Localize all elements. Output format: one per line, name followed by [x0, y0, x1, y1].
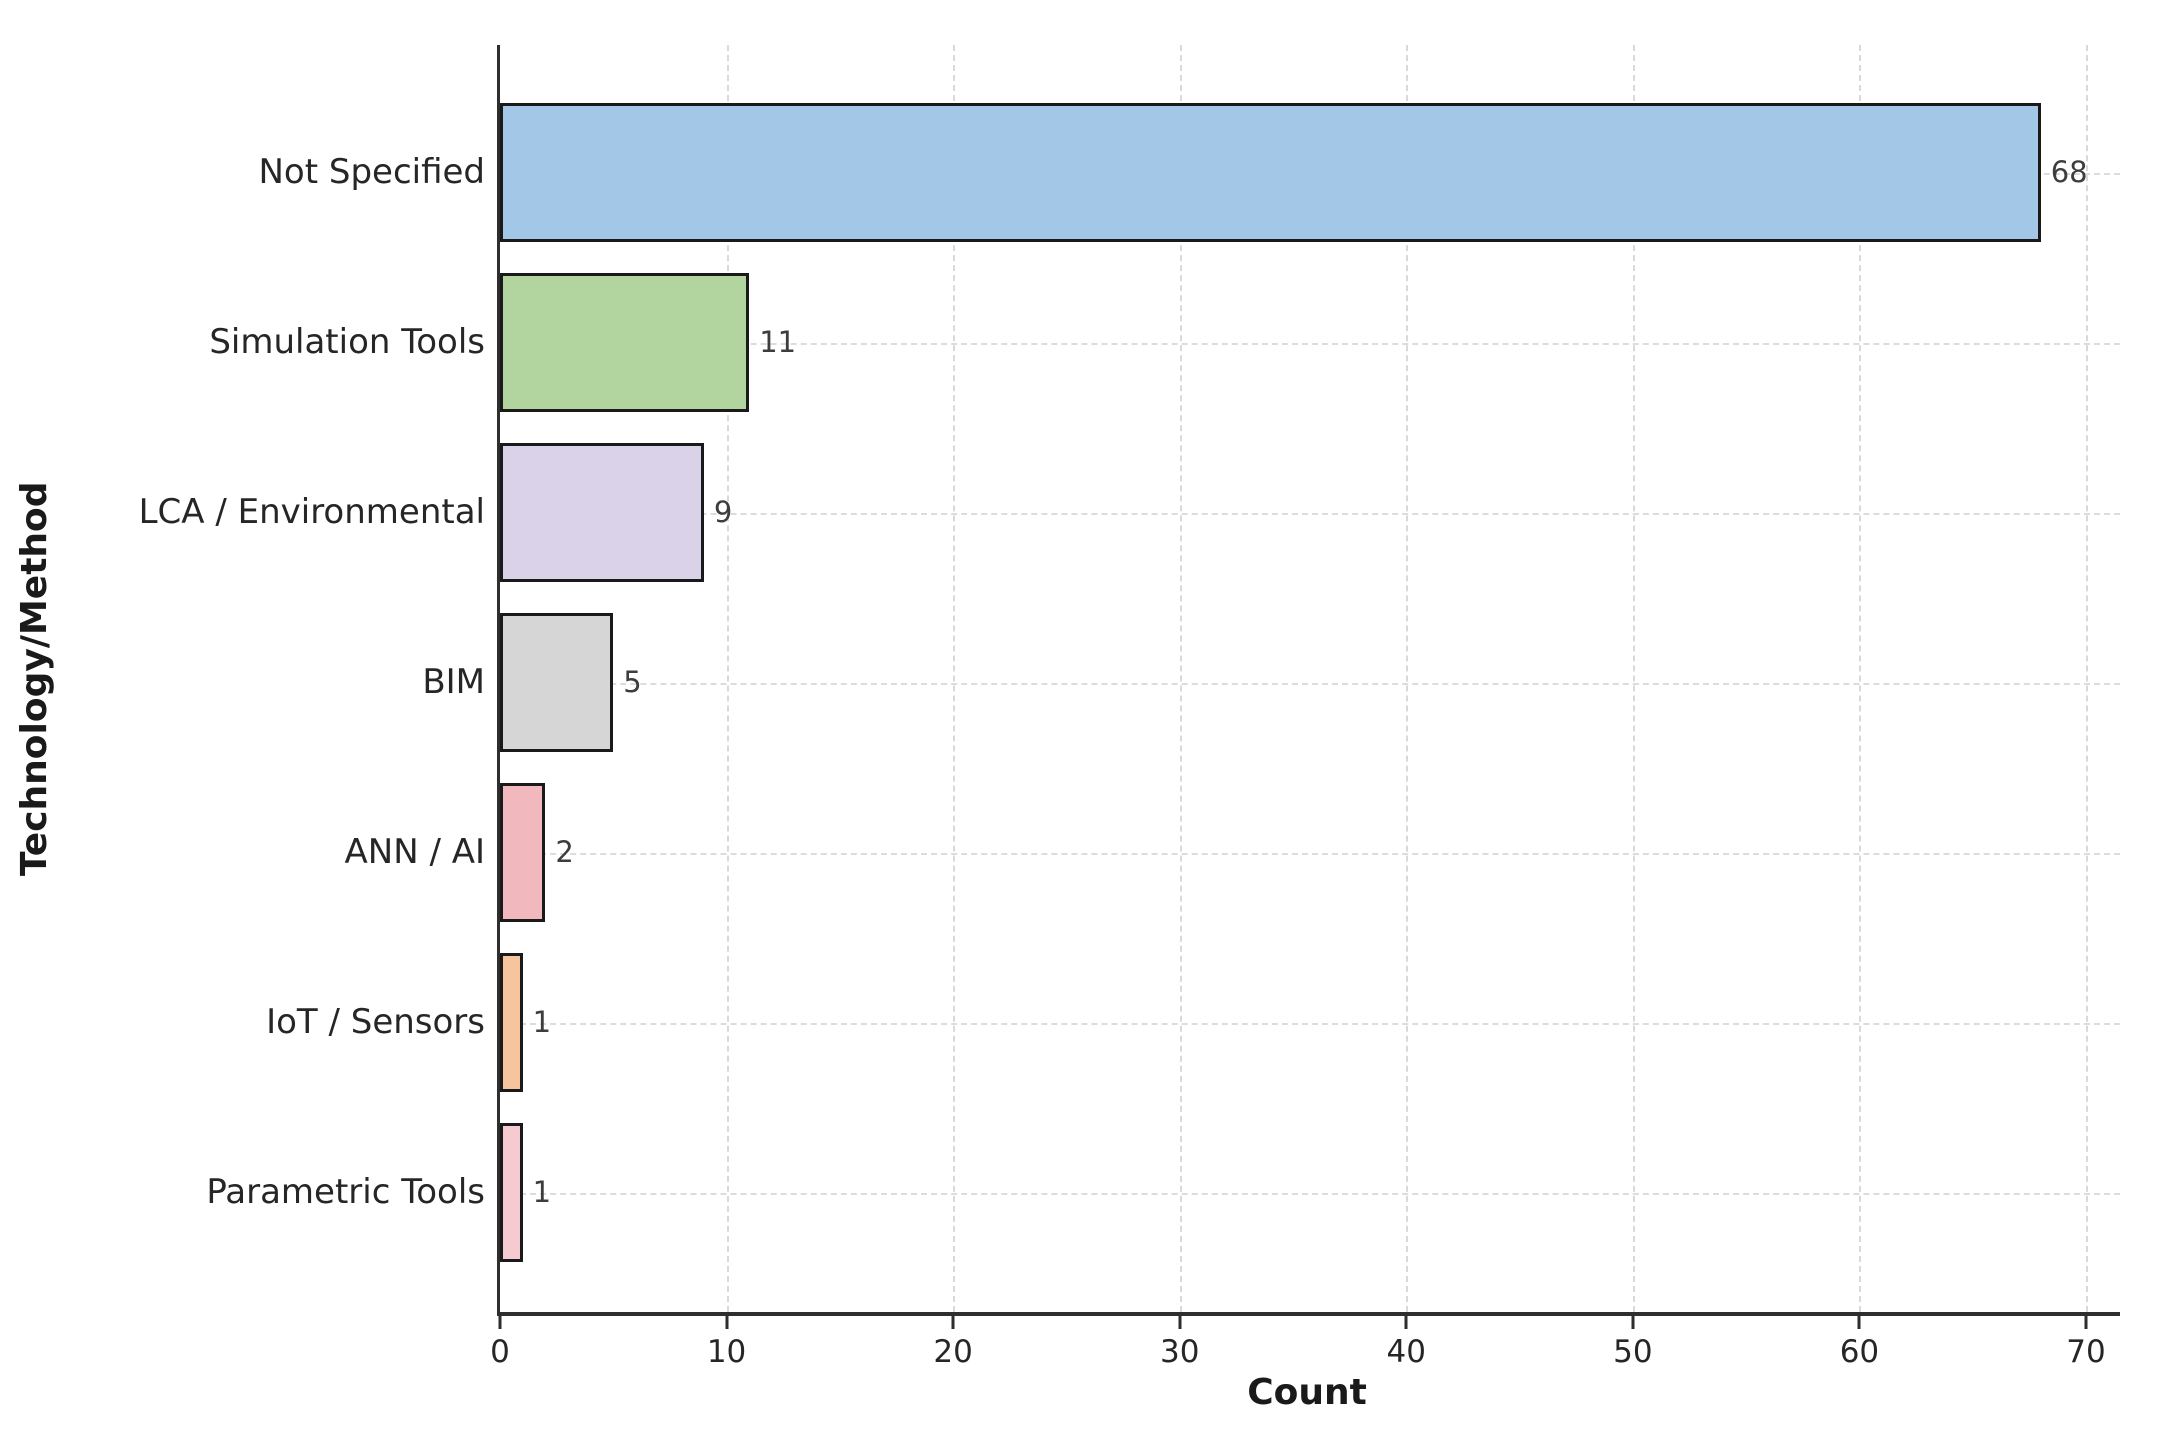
x-tick-label: 0	[490, 1334, 510, 1370]
x-tick	[2084, 1316, 2088, 1329]
x-tick	[725, 1316, 729, 1329]
x-tick-label: 60	[1839, 1334, 1880, 1370]
bar	[500, 783, 546, 922]
bar	[500, 1123, 523, 1262]
y-gridline	[500, 512, 2120, 515]
bar	[500, 273, 750, 412]
bar-value-label: 68	[2050, 155, 2088, 189]
x-tick	[498, 1316, 502, 1329]
y-tick-label: BIM	[422, 662, 485, 702]
x-gridline	[953, 45, 956, 1312]
x-tick-label: 10	[706, 1334, 747, 1370]
x-tick-label: 40	[1386, 1334, 1427, 1370]
bar	[500, 613, 614, 752]
y-gridline	[500, 852, 2120, 855]
bar-value-label: 1	[532, 1005, 552, 1039]
bar	[500, 953, 523, 1092]
plot-area: 68 Not Specified 11 Simulation Tools 9 LCA / …	[139, 45, 2120, 1370]
bar-value-label: 11	[759, 325, 797, 359]
x-tick-label: 50	[1613, 1334, 1653, 1370]
y-gridline	[500, 1192, 2120, 1195]
x-tick	[951, 1316, 955, 1329]
bar-value-label: 2	[555, 835, 574, 869]
bar-value-label: 9	[713, 495, 733, 529]
x-gridline	[1859, 45, 1862, 1312]
x-tick	[1857, 1316, 1861, 1329]
x-tick	[1404, 1316, 1408, 1329]
x-gridline	[1179, 45, 1182, 1312]
y-tick-label: Simulation Tools	[209, 322, 485, 362]
y-tick-label: Parametric Tools	[206, 1172, 485, 1212]
x-gridline	[2086, 45, 2088, 1312]
x-gridline	[1406, 45, 1409, 1312]
x-tick-label: 30	[1159, 1334, 1200, 1370]
x-tick	[1178, 1316, 1182, 1329]
bar-value-label: 5	[623, 665, 642, 699]
x-tick-label: 20	[933, 1334, 973, 1370]
y-gridline	[500, 342, 2120, 345]
x-gridline	[726, 45, 729, 1312]
y-axis-title: Technology/Method	[14, 481, 55, 876]
y-tick-label: ANN / AI	[344, 832, 485, 872]
y-gridline	[500, 1022, 2120, 1025]
x-gridline	[1632, 45, 1635, 1312]
y-tick-label: Not Specified	[258, 152, 485, 192]
bar-value-label: 1	[532, 1175, 552, 1209]
x-tick	[1631, 1316, 1635, 1329]
bar	[500, 103, 2041, 242]
bar	[500, 443, 704, 582]
y-tick-label: LCA / Environmental	[138, 492, 485, 532]
y-gridline	[500, 682, 2120, 685]
y-tick-label: IoT / Sensors	[266, 1002, 485, 1042]
x-axis-title: Count	[1247, 1372, 1367, 1413]
x-tick-label: 70	[2066, 1334, 2106, 1370]
